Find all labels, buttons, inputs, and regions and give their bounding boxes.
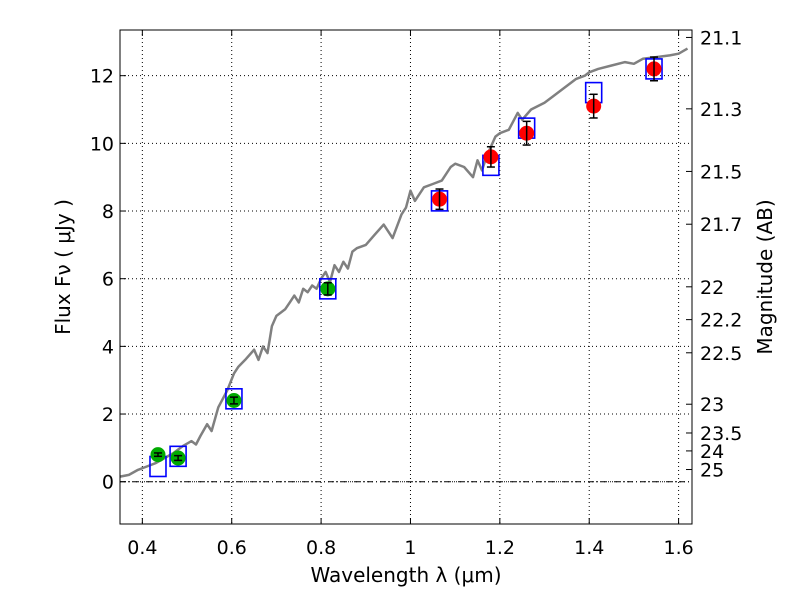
- y-tick-label: 6: [102, 269, 114, 291]
- x-tick-label: 0.4: [127, 537, 157, 559]
- magnitude-tick-label: 21.1: [700, 27, 742, 49]
- x-tick-label: 0.8: [306, 537, 336, 559]
- observed-photometry-group: [150, 56, 662, 466]
- grid: [120, 30, 692, 524]
- template-sed-line: [119, 47, 689, 478]
- magnitude-tick-label: 24: [700, 441, 724, 463]
- magnitude-tick-label: 22: [700, 277, 724, 299]
- magnitude-tick-label: 22.5: [700, 343, 742, 365]
- magnitude-tick-label: 21.3: [700, 99, 742, 121]
- magnitude-tick-label: 21.5: [700, 161, 742, 183]
- model-photometry-square: [318, 278, 337, 300]
- model-photometry-square: [225, 388, 243, 410]
- model-photometry-group: [149, 58, 663, 478]
- magnitude-axis-title: Magnitude (AB): [753, 199, 777, 354]
- x-axis: 0.4 0.6 0.8 1 1.2 1.4 1.6: [127, 30, 694, 559]
- model-photometry-square: [169, 445, 187, 468]
- y-tick-label: 8: [102, 201, 114, 223]
- y-axis-title: Flux Fν ( μJy ): [51, 199, 75, 335]
- x-tick-label: 1.6: [663, 537, 693, 559]
- y-tick-label: 12: [90, 66, 114, 88]
- magnitude-tick-label: 25: [700, 460, 724, 482]
- x-axis-title: Wavelength λ (μm): [310, 563, 501, 587]
- x-tick-label: 1: [404, 537, 416, 559]
- magnitude-tick-label: 22.2: [700, 310, 742, 332]
- x-tick-label: 1.2: [485, 537, 515, 559]
- y-tick-label: 0: [102, 472, 114, 494]
- y-axis: 0 2 4 6 8 10 12: [90, 66, 126, 494]
- magnitude-tick-label: 23: [700, 394, 724, 416]
- y-tick-label: 4: [102, 336, 114, 358]
- y-tick-label: 2: [102, 404, 114, 426]
- magnitude-tick-label: 23.5: [700, 423, 742, 445]
- x-tick-label: 1.4: [574, 537, 604, 559]
- x-tick-label: 0.6: [217, 537, 247, 559]
- template-sed-line-group: [119, 47, 689, 478]
- plot-frame: [119, 29, 693, 525]
- magnitude-tick-label: 21.7: [700, 214, 742, 236]
- y-tick-label: 10: [90, 133, 114, 155]
